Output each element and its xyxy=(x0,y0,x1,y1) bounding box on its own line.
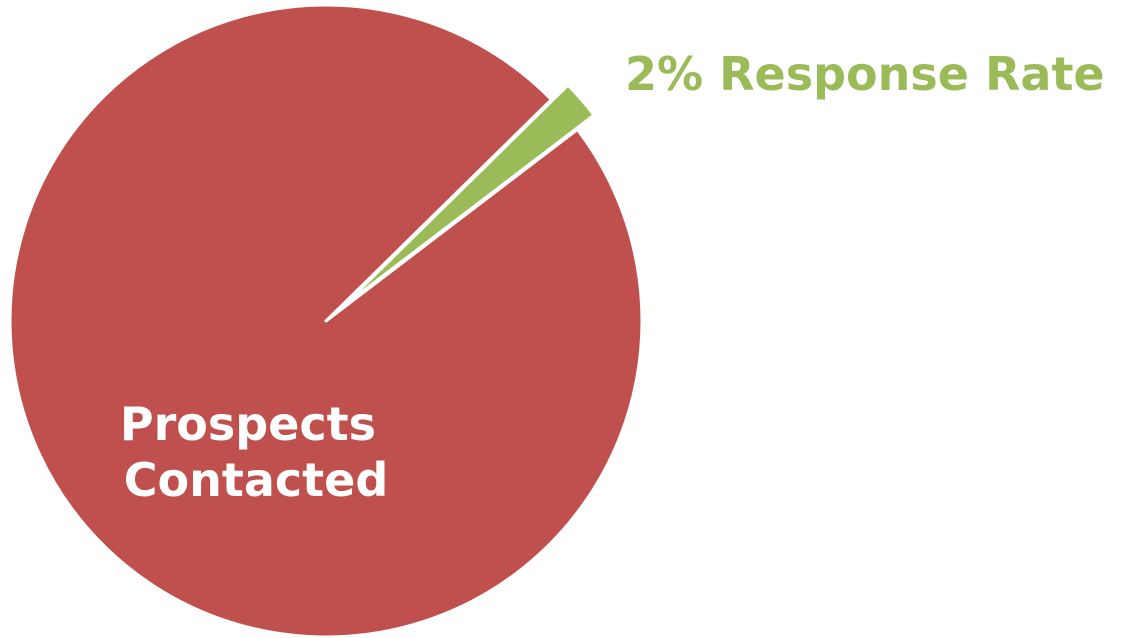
slice-label-line-2: Contacted xyxy=(124,453,389,507)
pie-slices xyxy=(8,3,644,638)
slice-label-response-rate: 2% Response Rate xyxy=(625,47,1105,101)
pie-slice-1 xyxy=(341,83,596,309)
slice-label-line-1: Prospects xyxy=(120,397,376,451)
pie-slice-0 xyxy=(8,3,644,638)
slice-label-prospects-contacted: Prospects Contacted xyxy=(120,397,392,507)
